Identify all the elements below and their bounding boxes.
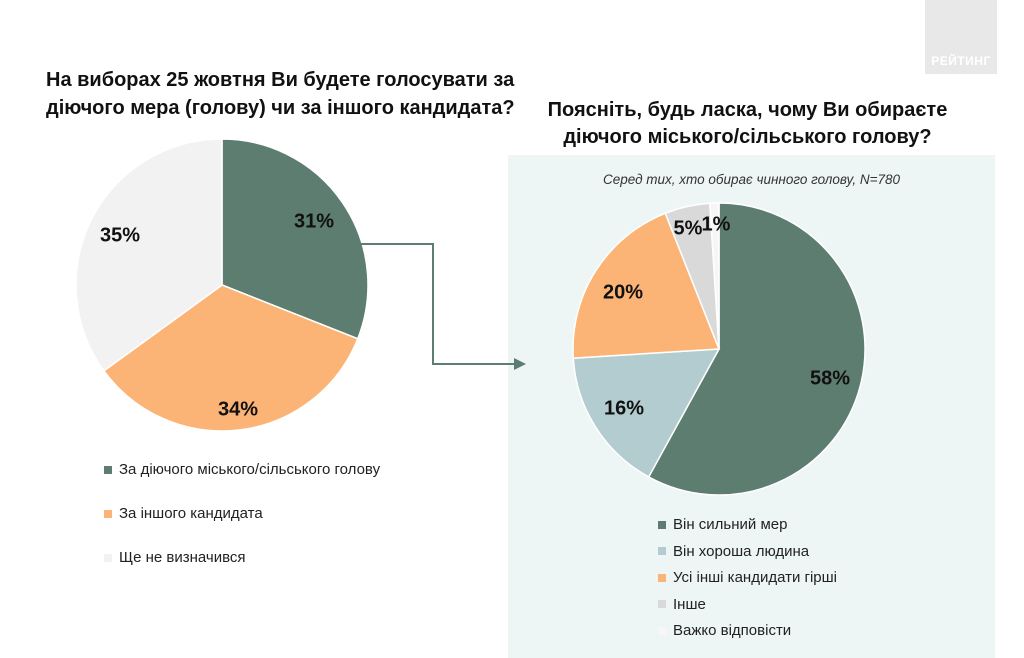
legend-label: Інше [673, 595, 706, 613]
pie-value-label: 16% [604, 397, 644, 419]
legend-swatch [104, 509, 112, 518]
pie-value-label: 35% [100, 224, 140, 246]
pie-value-label: 34% [218, 398, 258, 420]
pie-slice [572, 348, 721, 478]
right-pie-chart: 58% 16% 20% 5% 1% [572, 202, 866, 496]
pie-value-label: 1% [702, 213, 731, 235]
legend-label: Він сильний мер [673, 516, 788, 533]
pie-value-label: 58% [810, 367, 850, 389]
left-pie-chart: 31% 34% 35% [75, 138, 369, 432]
legend-item: Ще не визначився [104, 549, 246, 566]
legend-label: Важко відповісти [673, 622, 792, 639]
pie-value-label: 20% [603, 281, 643, 303]
pie-slice [102, 284, 359, 432]
pie-value-label: 31% [294, 210, 334, 232]
legend-label: Усі інші кандидати гірші [673, 569, 838, 586]
legend-item: За іншого кандидата [104, 505, 263, 522]
connector-arrow [358, 243, 526, 370]
legend-label: Ще не визначився [119, 549, 246, 566]
pie-slice [647, 202, 866, 496]
legend-label: За іншого кандидата [119, 505, 263, 522]
legend-item: За діючого міського/сільського голову [104, 461, 380, 478]
legend-swatch [658, 520, 666, 529]
legend-label: За діючого міського/сільського голову [119, 461, 381, 478]
legend-swatch [658, 573, 666, 582]
legend-label: Він хороша людина [673, 542, 810, 560]
pie-slice [221, 138, 369, 340]
right-question-title: Поясніть, будь ласка, чому Ви обираєте д… [547, 99, 948, 148]
legend-item: Інше [658, 596, 706, 613]
brand-logo: РЕЙТИНГ [925, 0, 997, 74]
right-chart-subtitle: Серед тих, хто обирає чинного голову, N=… [602, 172, 901, 187]
legend-item: Він хороша людина [658, 543, 809, 560]
legend-swatch [658, 600, 666, 608]
logo-text: РЕЙТИНГ [931, 54, 991, 68]
pie-slice [75, 138, 223, 372]
pie-slice [709, 202, 720, 350]
legend-swatch [658, 547, 666, 555]
legend-swatch [104, 465, 112, 474]
legend-swatch [104, 553, 112, 562]
legend-item: Важко відповісти [658, 622, 791, 639]
legend-item: Він сильний мер [658, 516, 787, 533]
left-question-title: На виборах 25 жовтня Ви будете голосуват… [46, 69, 515, 119]
legend-swatch [658, 626, 666, 635]
pie-slice [572, 212, 721, 359]
legend-item: Усі інші кандидати гірші [658, 569, 837, 586]
pie-value-label: 5% [674, 217, 703, 239]
